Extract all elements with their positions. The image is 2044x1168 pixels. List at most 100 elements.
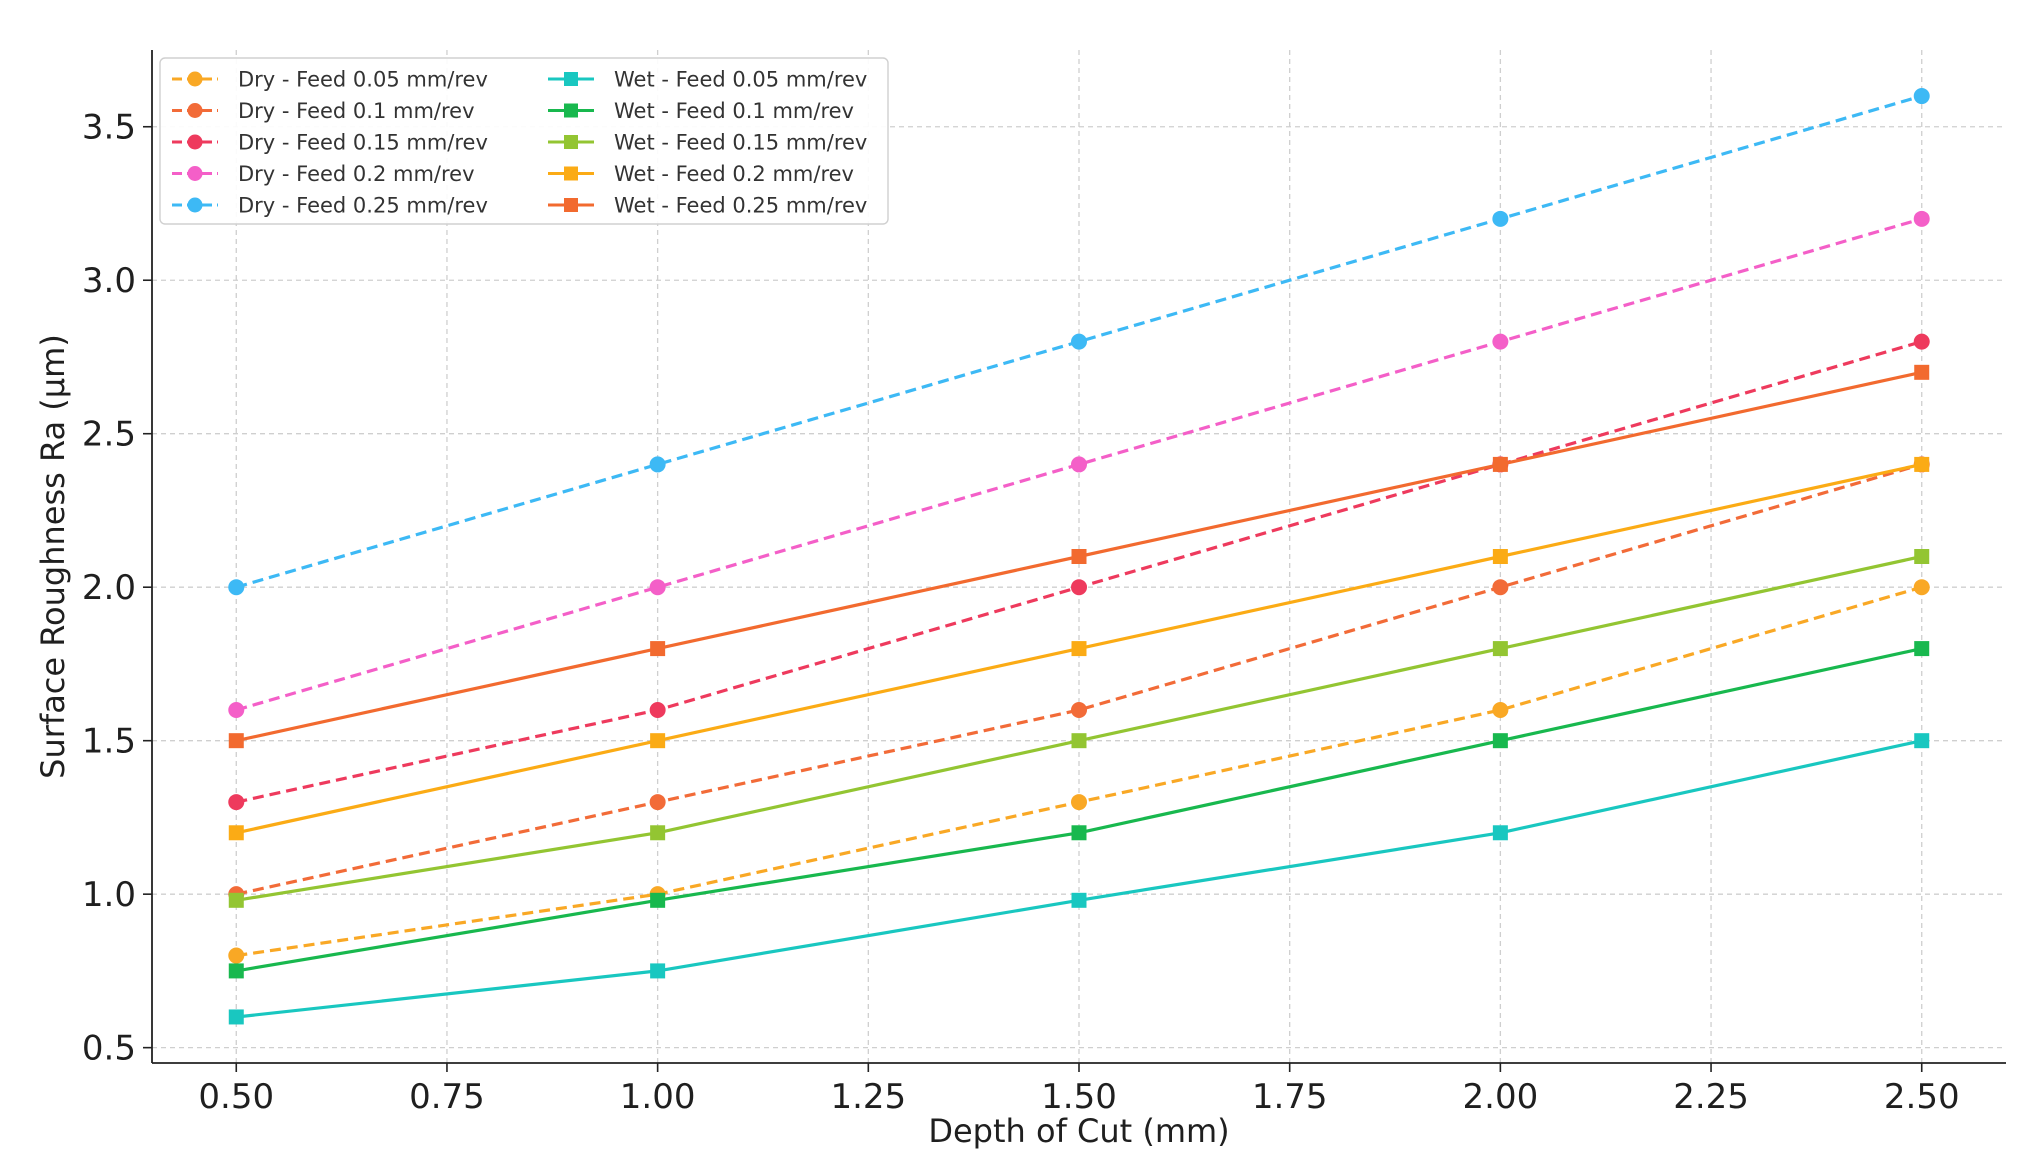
series-9	[228, 456, 1930, 841]
y-tick-label: 2.5	[82, 415, 136, 455]
data-point-circle	[649, 579, 666, 596]
data-point-circle	[228, 579, 245, 596]
legend-label: Wet - Feed 0.05 mm/rev	[614, 68, 867, 92]
x-tick-label: 1.00	[620, 1077, 696, 1117]
data-point-square	[1492, 456, 1508, 472]
data-point-circle	[649, 456, 666, 473]
series-7	[228, 641, 1930, 979]
data-point-circle	[1071, 333, 1087, 350]
data-point-square	[1914, 733, 1930, 749]
legend-item: Wet - Feed 0.25 mm/rev	[548, 194, 867, 218]
series-10	[228, 364, 1930, 749]
data-point-circle	[649, 794, 666, 811]
legend-label: Wet - Feed 0.1 mm/rev	[614, 99, 854, 123]
data-point-square	[1914, 456, 1930, 472]
data-point-square	[1914, 364, 1930, 380]
legend-swatch-square	[564, 166, 578, 181]
data-point-square	[228, 733, 244, 749]
data-point-circle	[1492, 701, 1509, 718]
legend-item: Dry - Feed 0.25 mm/rev	[172, 194, 488, 218]
y-tick-label: 3.0	[82, 261, 136, 301]
y-tick-label: 0.5	[82, 1029, 136, 1069]
axes	[143, 50, 2006, 1072]
data-point-square	[650, 641, 666, 657]
data-point-square	[1914, 549, 1930, 564]
x-tick-label: 2.50	[1884, 1077, 1960, 1117]
y-tick-label: 2.0	[82, 568, 136, 608]
data-point-square	[1071, 825, 1087, 841]
series-4	[228, 210, 1930, 718]
data-point-circle	[1071, 579, 1087, 596]
legend-item: Wet - Feed 0.15 mm/rev	[548, 131, 867, 155]
legend-label: Dry - Feed 0.05 mm/rev	[238, 68, 488, 92]
legend-swatch-circle	[187, 71, 203, 87]
x-tick-label: 0.50	[198, 1077, 274, 1117]
data-point-circle	[1492, 333, 1509, 350]
legend-item: Wet - Feed 0.05 mm/rev	[548, 68, 867, 92]
data-point-circle	[228, 947, 245, 964]
data-point-square	[1071, 733, 1087, 749]
legend-item: Dry - Feed 0.2 mm/rev	[172, 162, 475, 186]
legend-label: Wet - Feed 0.15 mm/rev	[614, 131, 867, 155]
legend-swatch-square	[564, 103, 578, 118]
data-point-square	[1071, 892, 1087, 908]
legend: Dry - Feed 0.05 mm/rev Dry - Feed 0.1 mm/…	[159, 57, 889, 225]
legend-item: Dry - Feed 0.05 mm/rev	[172, 68, 488, 92]
legend-swatch-square	[564, 135, 578, 149]
x-tick-label: 1.50	[1041, 1077, 1117, 1117]
data-point-square	[228, 963, 244, 979]
series-6	[228, 733, 1930, 1025]
legend-swatch-square	[564, 72, 578, 86]
data-point-square	[650, 733, 666, 749]
data-point-circle	[1913, 579, 1930, 596]
series-8	[228, 549, 1930, 908]
legend-swatch-circle	[187, 134, 203, 150]
data-point-square	[1492, 549, 1508, 564]
data-point-square	[1071, 641, 1087, 657]
y-tick-label: 3.5	[82, 108, 136, 148]
data-point-square	[650, 892, 666, 908]
data-point-circle	[1913, 88, 1930, 105]
data-point-square	[1492, 641, 1508, 657]
legend-label: Dry - Feed 0.15 mm/rev	[238, 131, 488, 155]
data-point-circle	[228, 701, 245, 718]
legend-label: Dry - Feed 0.1 mm/rev	[238, 99, 475, 123]
x-tick-label: 1.25	[830, 1077, 906, 1117]
x-tick-label: 2.25	[1673, 1077, 1749, 1117]
data-point-square	[650, 825, 666, 841]
legend-item: Wet - Feed 0.2 mm/rev	[548, 162, 854, 186]
legend-swatch-circle	[187, 166, 203, 181]
data-point-circle	[1492, 210, 1509, 227]
data-point-square	[1492, 825, 1508, 841]
series-layer	[228, 88, 1930, 1025]
y-tick-label: 1.5	[82, 722, 136, 762]
x-axis-label: Depth of Cut (mm)	[928, 1112, 1229, 1150]
data-point-circle	[1071, 701, 1087, 718]
data-point-circle	[1913, 333, 1930, 350]
data-point-square	[1071, 549, 1087, 564]
data-point-circle	[1071, 794, 1087, 811]
legend-swatch-square	[564, 198, 578, 212]
series-5	[228, 88, 1930, 596]
data-point-square	[228, 892, 244, 908]
tick-labels: 0.50 0.75 1.00 1.25 1.50 1.75 2.00 2.25 2.50 0.5 1…	[82, 108, 1960, 1117]
legend-label: Dry - Feed 0.25 mm/rev	[238, 194, 488, 218]
data-point-circle	[649, 701, 666, 718]
data-point-square	[1914, 641, 1930, 657]
legend-label: Dry - Feed 0.2 mm/rev	[238, 162, 475, 186]
data-point-circle	[1071, 456, 1087, 473]
legend-item: Dry - Feed 0.15 mm/rev	[172, 131, 488, 155]
x-tick-label: 2.00	[1463, 1077, 1539, 1117]
legend-label: Wet - Feed 0.25 mm/rev	[614, 194, 867, 218]
x-tick-label: 1.75	[1252, 1077, 1328, 1117]
legend-swatch-circle	[187, 197, 203, 213]
legend-item: Wet - Feed 0.1 mm/rev	[548, 99, 854, 123]
y-axis-label: Surface Roughness Ra (µm)	[34, 334, 72, 779]
data-point-square	[228, 1009, 244, 1025]
data-point-circle	[1913, 210, 1930, 227]
data-point-square	[1492, 733, 1508, 749]
legend-label: Wet - Feed 0.2 mm/rev	[614, 162, 854, 186]
legend-swatch-circle	[187, 103, 203, 118]
